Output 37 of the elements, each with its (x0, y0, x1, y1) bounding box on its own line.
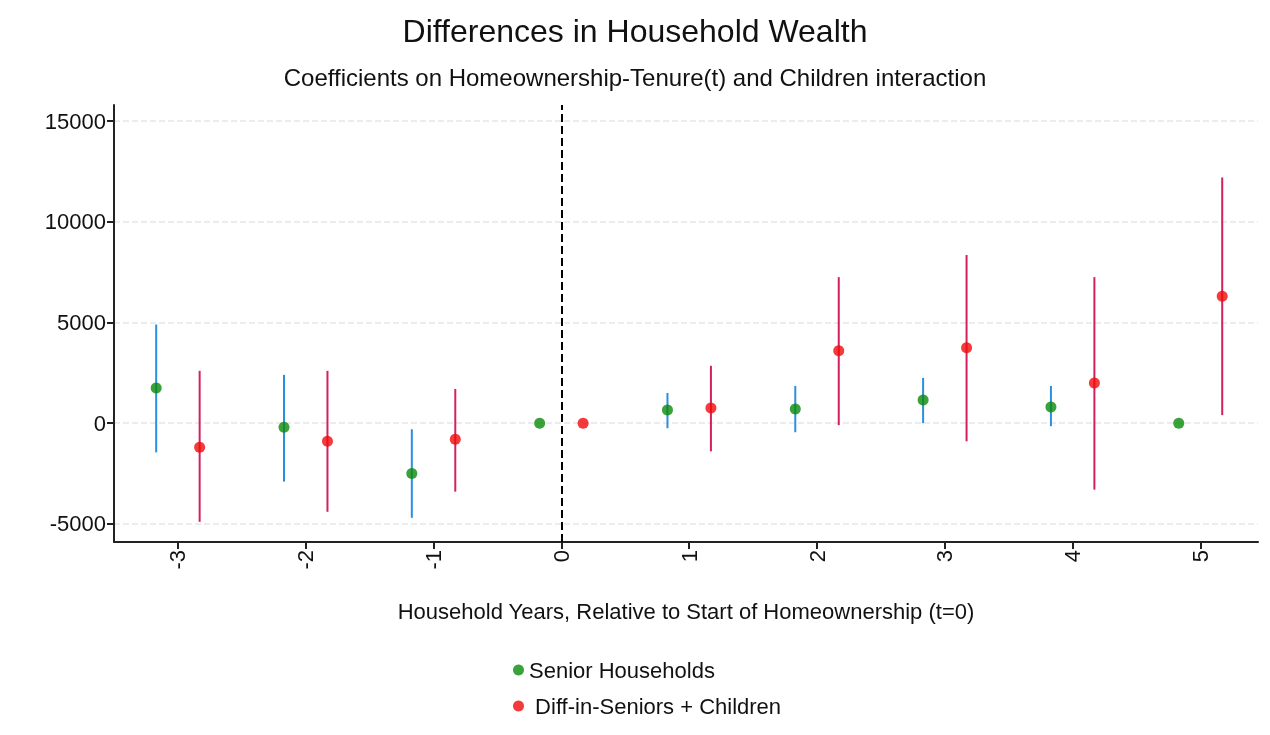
x-tick-label: -2 (293, 550, 319, 570)
y-tick-label: 10000 (44, 209, 106, 235)
chart-subtitle: Coefficients on Homeownership-Tenure(t) and Children interaction (283, 63, 987, 91)
y-tick-label: 5000 (57, 309, 106, 335)
y-tick-label: 0 (93, 410, 106, 436)
point (661, 404, 673, 416)
x-tick-label: 3 (932, 550, 958, 563)
x-tick-label: -1 (421, 550, 447, 570)
point (1173, 417, 1185, 429)
legend-label: Diff-in-Seniors + Children (529, 693, 782, 719)
x-tick-label: 4 (1060, 550, 1086, 563)
point (278, 421, 290, 433)
point (833, 345, 845, 357)
y-tick-label: 15000 (44, 108, 106, 134)
x-tick-label: 0 (548, 550, 574, 563)
point (406, 468, 418, 480)
x-tick-label: 5 (1187, 550, 1213, 563)
point (321, 435, 333, 447)
point (789, 403, 801, 415)
x-tick-label: -3 (165, 550, 191, 570)
chart-title: Differences in Household Wealth (402, 13, 868, 49)
point (194, 441, 206, 453)
point (961, 342, 973, 354)
point (917, 394, 929, 406)
point (1216, 290, 1228, 302)
point (150, 382, 162, 394)
x-tick-label: 1 (676, 550, 702, 563)
legend-label: Senior Households (529, 657, 715, 683)
point (1088, 377, 1100, 389)
point (577, 417, 589, 429)
point (449, 433, 461, 445)
point (1045, 401, 1057, 413)
x-axis-title: Household Years, Relative to Start of Homeownership (t=0) (397, 598, 975, 624)
y-tick-label: -5000 (49, 511, 106, 537)
point (534, 417, 546, 429)
x-tick-label: 2 (804, 550, 830, 563)
point (705, 402, 717, 414)
